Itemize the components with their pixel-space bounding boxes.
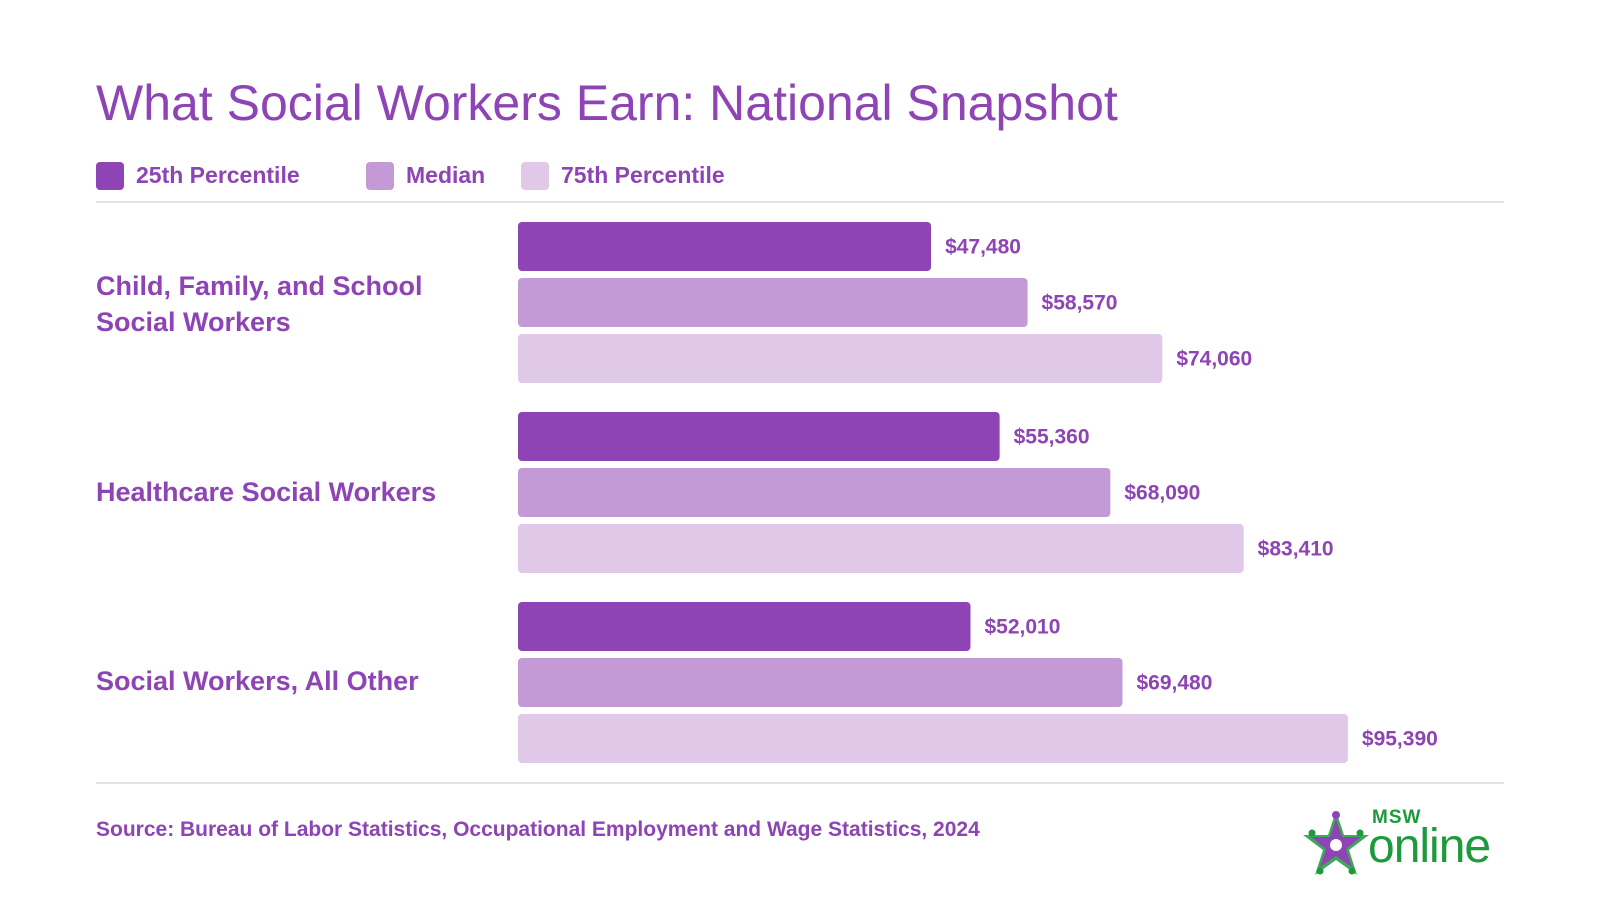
value-label-healthcare-25th: $55,360: [1014, 426, 1090, 449]
bar-healthcare-75th: [518, 524, 1244, 573]
top-divider: [96, 201, 1504, 203]
logo-msw-text: MSW: [1372, 807, 1422, 828]
logo-online-text: online: [1368, 820, 1491, 873]
bottom-divider: [96, 782, 1504, 784]
value-label-healthcare-75th: $83,410: [1258, 538, 1334, 561]
category-label-child-family-school: Child, Family, and School Social Workers: [96, 271, 423, 337]
bar-child-family-school-25th: [518, 222, 932, 271]
source-note: Source: Bureau of Labor Statistics, Occu…: [96, 818, 980, 841]
bar-healthcare-25th: [518, 412, 1000, 461]
bar-all-other-25th: [518, 602, 971, 651]
bar-child-family-school-75th: [518, 334, 1163, 383]
category-label-all-other: Social Workers, All Other: [96, 666, 419, 696]
star-people-icon: [1303, 811, 1369, 875]
value-label-child-family-school-75th: $74,060: [1176, 348, 1252, 371]
value-label-healthcare-median: $68,090: [1124, 482, 1200, 505]
legend-label-25th-percentile: 25th Percentile: [136, 162, 300, 188]
legend-swatch-median: [366, 162, 394, 190]
bar-chart: $47,480 $58,570 $74,060 $55,360 $68,090 $83,4…: [518, 222, 1438, 763]
value-label-all-other-median: $69,480: [1136, 672, 1212, 695]
legend-swatch-25th-percentile: [96, 162, 124, 190]
category-label-healthcare: Healthcare Social Workers: [96, 477, 437, 507]
bar-all-other-median: [518, 658, 1123, 707]
value-label-all-other-75th: $95,390: [1362, 728, 1438, 751]
bar-all-other-75th: [518, 714, 1348, 763]
value-label-all-other-25th: $52,010: [984, 616, 1060, 639]
value-label-child-family-school-25th: $47,480: [945, 236, 1021, 259]
legend-swatch-75th-percentile: [521, 162, 549, 190]
msw-online-logo: MSW online: [1298, 805, 1508, 885]
legend-label-median: Median: [406, 162, 486, 188]
chart-title: What Social Workers Earn: National Snaps…: [96, 75, 1118, 131]
bar-child-family-school-median: [518, 278, 1028, 327]
legend-label-75th-percentile: 75th Percentile: [561, 162, 725, 188]
value-label-child-family-school-median: $58,570: [1042, 292, 1118, 315]
bar-healthcare-median: [518, 468, 1111, 517]
